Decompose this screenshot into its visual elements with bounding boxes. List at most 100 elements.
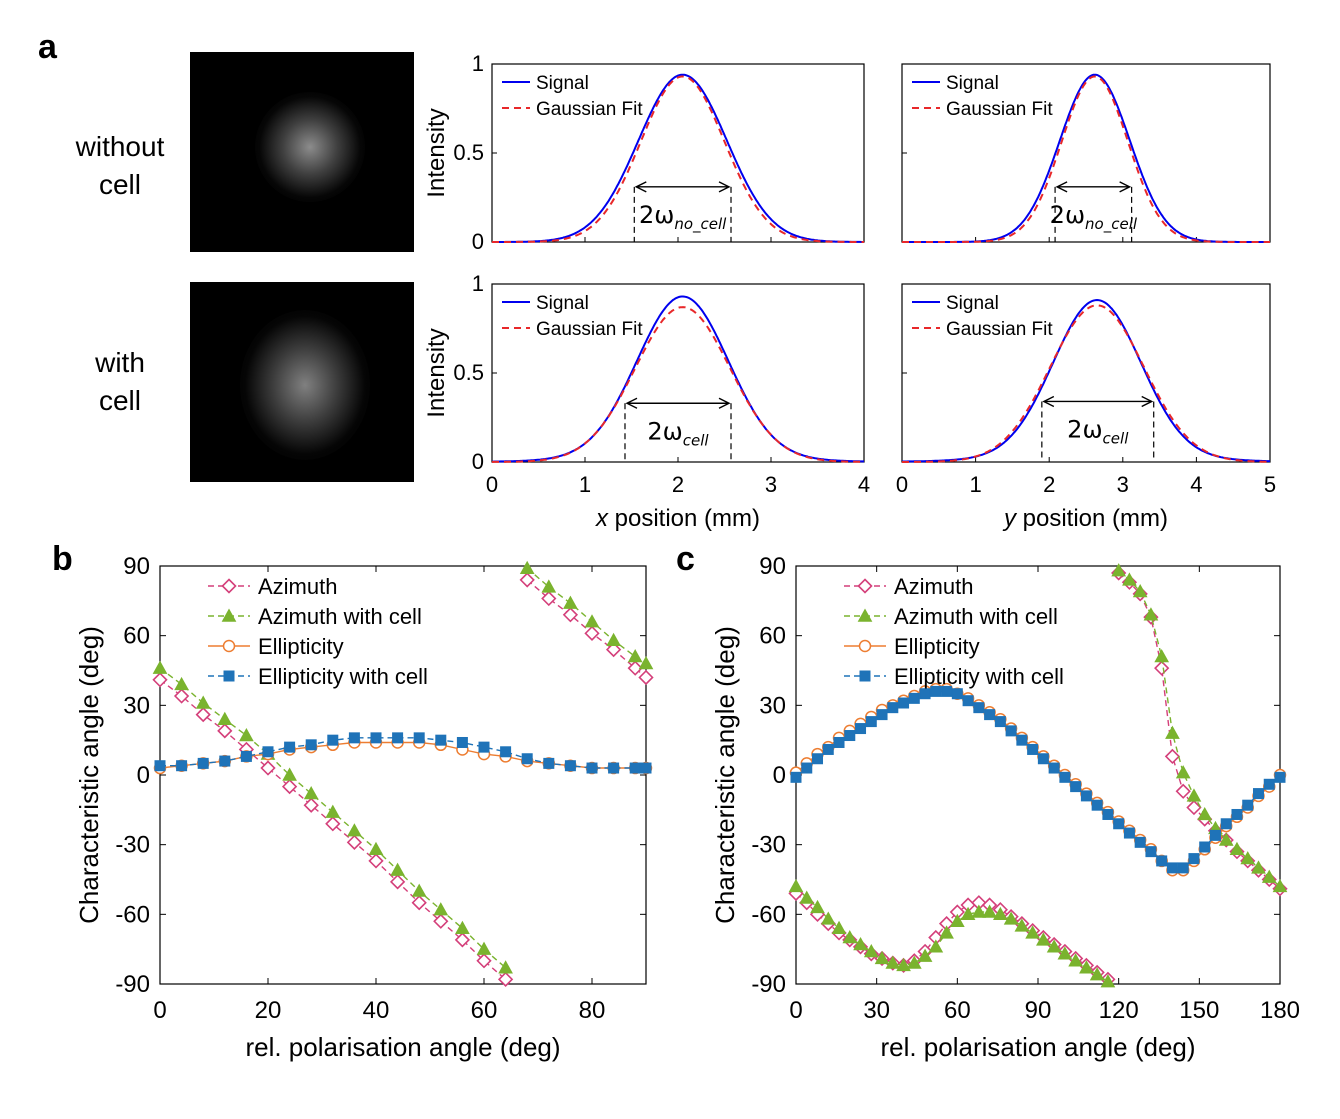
data-point-ellipticity-with-cell: [640, 762, 652, 774]
width-arrowhead-right: [718, 397, 731, 409]
x-tick-label: 40: [363, 997, 390, 1024]
legend-label: Ellipticity: [894, 634, 980, 659]
data-point-azimuth-with-cell: [1186, 788, 1202, 802]
data-point-azimuth-with-cell: [239, 727, 254, 742]
data-point-azimuth-with-cell: [1100, 974, 1116, 988]
y-tick-label: 0: [137, 762, 150, 789]
x-tick-label: 4: [1190, 472, 1202, 497]
data-point-ellipticity-with-cell: [833, 736, 845, 748]
legend-label-signal: Signal: [946, 293, 999, 314]
data-point-ellipticity-with-cell: [1166, 862, 1178, 874]
data-point-ellipticity-with-cell: [962, 695, 974, 707]
y-tick-label: -60: [115, 901, 150, 928]
data-point-azimuth-with-cell: [638, 656, 654, 670]
legend-label: Azimuth: [258, 574, 337, 599]
data-point-ellipticity-with-cell: [908, 692, 920, 704]
series-azimuth-with-cell: [788, 563, 1288, 988]
data-point-azimuth: [519, 572, 535, 588]
data-point-azimuth: [325, 816, 341, 832]
data-point-azimuth-with-cell: [390, 862, 405, 876]
data-point-azimuth: [433, 913, 449, 929]
y-tick-label: 60: [123, 623, 150, 650]
plot-frame: [901, 283, 1271, 463]
data-point-ellipticity-with-cell: [456, 736, 468, 748]
y-tick-label: 60: [759, 623, 786, 650]
data-point-ellipticity-with-cell: [1263, 778, 1275, 790]
data-point-azimuth: [173, 688, 190, 704]
y-axis-label: Characteristic angle (deg): [74, 626, 104, 924]
width-arrowhead-right: [718, 181, 731, 193]
data-point-ellipticity-with-cell: [1027, 743, 1039, 755]
data-point-ellipticity-with-cell: [240, 750, 252, 762]
row-label-without-line1: without: [75, 131, 165, 162]
data-point-ellipticity-with-cell: [973, 702, 985, 714]
x-tick-label: 0: [896, 472, 908, 497]
y-tick-label: 1: [472, 271, 484, 296]
series-ellipticity-with-cell: [154, 732, 652, 774]
width-arrowhead-left: [1042, 395, 1055, 408]
data-point-ellipticity-with-cell: [370, 732, 382, 744]
data-point-azimuth-with-cell: [195, 695, 211, 709]
y-tick-label: 30: [123, 692, 150, 719]
x-tick-label: 2: [672, 472, 684, 497]
data-point-ellipticity-with-cell: [1231, 808, 1243, 820]
angle-plot-c: 0 30 60 90 120 150 180-90-60-300306090AzimuthA…: [710, 553, 1300, 1062]
data-point-ellipticity-with-cell: [941, 685, 953, 697]
x-axis-label: rel. polarisation angle (deg): [245, 1032, 560, 1062]
angle-legend: Azimuth Azimuth with cell Ellipticity Ellip…: [208, 574, 428, 689]
y-axis-label: Characteristic angle (deg): [710, 626, 740, 924]
data-point-ellipticity-with-cell: [1102, 808, 1114, 820]
beam-width-label: 2ωcell: [647, 417, 709, 449]
data-point-azimuth-with-cell: [1068, 953, 1083, 967]
data-point-azimuth-with-cell: [982, 904, 997, 918]
series-azimuth-with-cell: [152, 560, 654, 974]
data-point-azimuth-with-cell: [498, 960, 513, 974]
data-point-azimuth: [411, 895, 427, 911]
data-point-azimuth: [1186, 799, 1202, 816]
data-point-ellipticity-with-cell: [1199, 841, 1211, 853]
data-point-azimuth-with-cell: [1122, 572, 1137, 586]
beam-image-without-cell: [190, 52, 414, 252]
data-point-azimuth-with-cell: [1111, 563, 1127, 577]
data-point-azimuth-with-cell: [1003, 911, 1019, 925]
data-point-ellipticity-with-cell: [1048, 762, 1060, 774]
legend-label: Azimuth: [894, 574, 973, 599]
data-point-ellipticity-with-cell: [898, 697, 910, 709]
data-point-azimuth-with-cell: [971, 904, 987, 918]
data-point-ellipticity-with-cell: [1016, 734, 1028, 746]
x-tick-label: 2: [1043, 472, 1055, 497]
data-point-azimuth-with-cell: [325, 804, 341, 818]
data-point-azimuth-with-cell: [1089, 967, 1105, 981]
data-point-ellipticity-with-cell: [413, 732, 425, 744]
data-point-ellipticity-with-cell: [1220, 818, 1232, 830]
data-point-ellipticity-with-cell: [1005, 725, 1017, 737]
series-ellipticity-with-cell: [790, 685, 1286, 874]
beam-width-label: 2ωno_cell: [639, 201, 727, 234]
data-point-ellipticity-with-cell: [822, 743, 834, 755]
x-tick-label: 4: [858, 472, 870, 497]
x-tick-label: 120: [1099, 997, 1139, 1024]
data-point-ellipticity-with-cell: [327, 734, 339, 746]
data-point-azimuth-with-cell: [1025, 925, 1040, 939]
plot-frame: [491, 63, 865, 243]
data-point-azimuth: [260, 760, 276, 776]
data-point-azimuth-with-cell: [1014, 918, 1030, 932]
data-point-ellipticity-with-cell: [859, 670, 871, 682]
x-tick-label: 90: [1025, 997, 1052, 1024]
data-point-ellipticity-with-cell: [812, 753, 824, 765]
data-point-ellipticity-with-cell: [1070, 781, 1082, 793]
data-point-azimuth-with-cell: [863, 943, 879, 958]
y-axis-label: Intensity: [423, 108, 450, 197]
data-point-azimuth-with-cell: [221, 608, 237, 622]
x-tick-label: 3: [765, 472, 777, 497]
x-tick-label: 0: [789, 997, 802, 1024]
data-point-ellipticity-with-cell: [1059, 771, 1071, 783]
x-tick-label: 3: [1117, 472, 1129, 497]
beam-width-label: 2ωno_cell: [1050, 201, 1138, 234]
row-label-without-cell: without cell: [50, 128, 190, 204]
data-point-ellipticity: [858, 639, 872, 653]
data-point-azimuth-with-cell: [1132, 584, 1148, 598]
width-arrowhead-left: [634, 181, 647, 193]
data-point-azimuth-with-cell: [799, 890, 815, 904]
x-tick-label: 0: [486, 472, 498, 497]
